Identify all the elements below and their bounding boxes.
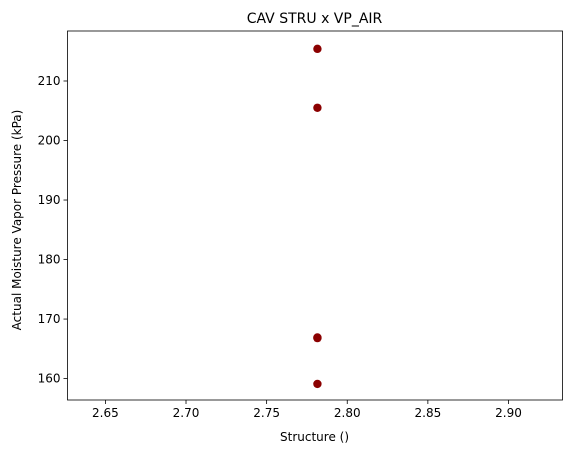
data-point [313,44,322,54]
x-tick-label: 2.75 [253,406,280,420]
y-tick-label: 160 [38,372,61,386]
x-tick-label: 2.85 [415,406,442,420]
data-point [313,103,322,112]
data-point [313,379,322,389]
x-tick-label: 2.70 [173,406,200,420]
data-point [313,333,322,342]
axes-frame [67,30,563,401]
y-tick-label: 170 [38,312,61,326]
y-axis-label: Actual Moisture Vapor Pressure (kPa) [10,110,24,331]
plot-area: 2.65 2.70 2.75 2.80 2.85 2.90 160 170 180 190 200 2… [38,30,563,420]
x-tick-label: 2.65 [92,406,119,420]
y-tick-label: 180 [38,253,61,267]
y-tick-label: 200 [38,134,61,148]
y-tick-label: 210 [38,74,61,88]
y-tick-label: 190 [38,193,61,207]
chart-title: CAV STRU x VP_AIR [247,11,383,27]
x-tick-label: 2.80 [334,406,361,420]
x-axis-label: Structure () [280,430,349,444]
x-tick-label: 2.90 [495,406,522,420]
